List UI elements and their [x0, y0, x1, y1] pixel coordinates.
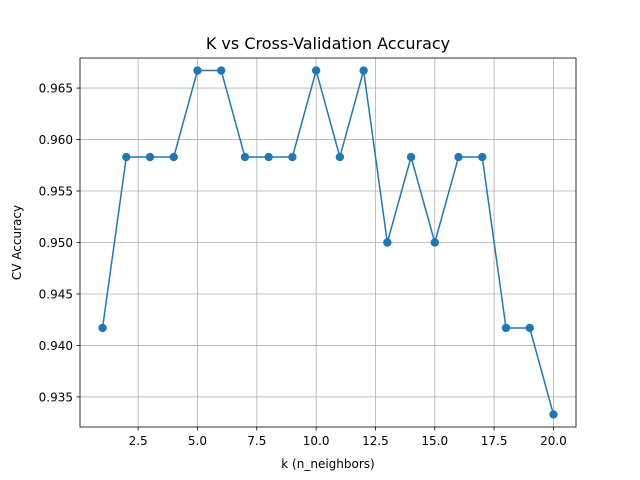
data-point: [501, 323, 511, 333]
x-tick-label: 7.5: [247, 434, 266, 448]
x-tick-label: 17.5: [481, 434, 508, 448]
data-point: [98, 323, 107, 333]
data-point: [217, 66, 226, 75]
x-tick-label: 5.0: [188, 434, 207, 448]
x-tick-label: 12.5: [362, 434, 389, 448]
data-point: [169, 152, 178, 162]
data-point: [264, 152, 273, 162]
data-point: [122, 152, 131, 162]
x-tick-label: 10.0: [303, 434, 330, 448]
y-tick-label: 0.945: [39, 287, 73, 301]
y-axis-label: CV Accuracy: [10, 205, 24, 280]
y-tick-label: 0.950: [39, 236, 73, 250]
y-tick-label: 0.965: [39, 82, 73, 96]
y-tick-label: 0.955: [39, 185, 73, 199]
x-tick-label: 20.0: [540, 434, 567, 448]
data-point: [549, 410, 558, 419]
data-point: [240, 152, 250, 162]
y-tick-label: 0.935: [39, 390, 73, 404]
data-point: [454, 152, 463, 162]
data-point: [335, 152, 345, 162]
data-point: [359, 66, 368, 75]
y-tick-label: 0.960: [39, 133, 73, 147]
data-point: [193, 66, 202, 75]
data-point: [288, 152, 297, 162]
series-layer: [98, 66, 558, 419]
y-tick-label: 0.940: [39, 339, 73, 353]
data-point: [406, 152, 416, 162]
data-point: [478, 152, 487, 162]
ticks: 2.5 5.0 7.5 10.0 12.5 15.0 17.5 20.0 0.935 0.940 0…: [39, 82, 567, 448]
chart-title: K vs Cross-Validation Accuracy: [206, 34, 450, 53]
x-tick-label: 15.0: [421, 434, 448, 448]
data-point: [383, 238, 392, 247]
x-axis-label: k (n_neighbors): [281, 457, 374, 471]
data-point: [525, 323, 534, 333]
data-point: [145, 152, 155, 162]
data-point: [311, 66, 321, 75]
data-point: [430, 238, 439, 247]
x-tick-label: 2.5: [129, 434, 148, 448]
